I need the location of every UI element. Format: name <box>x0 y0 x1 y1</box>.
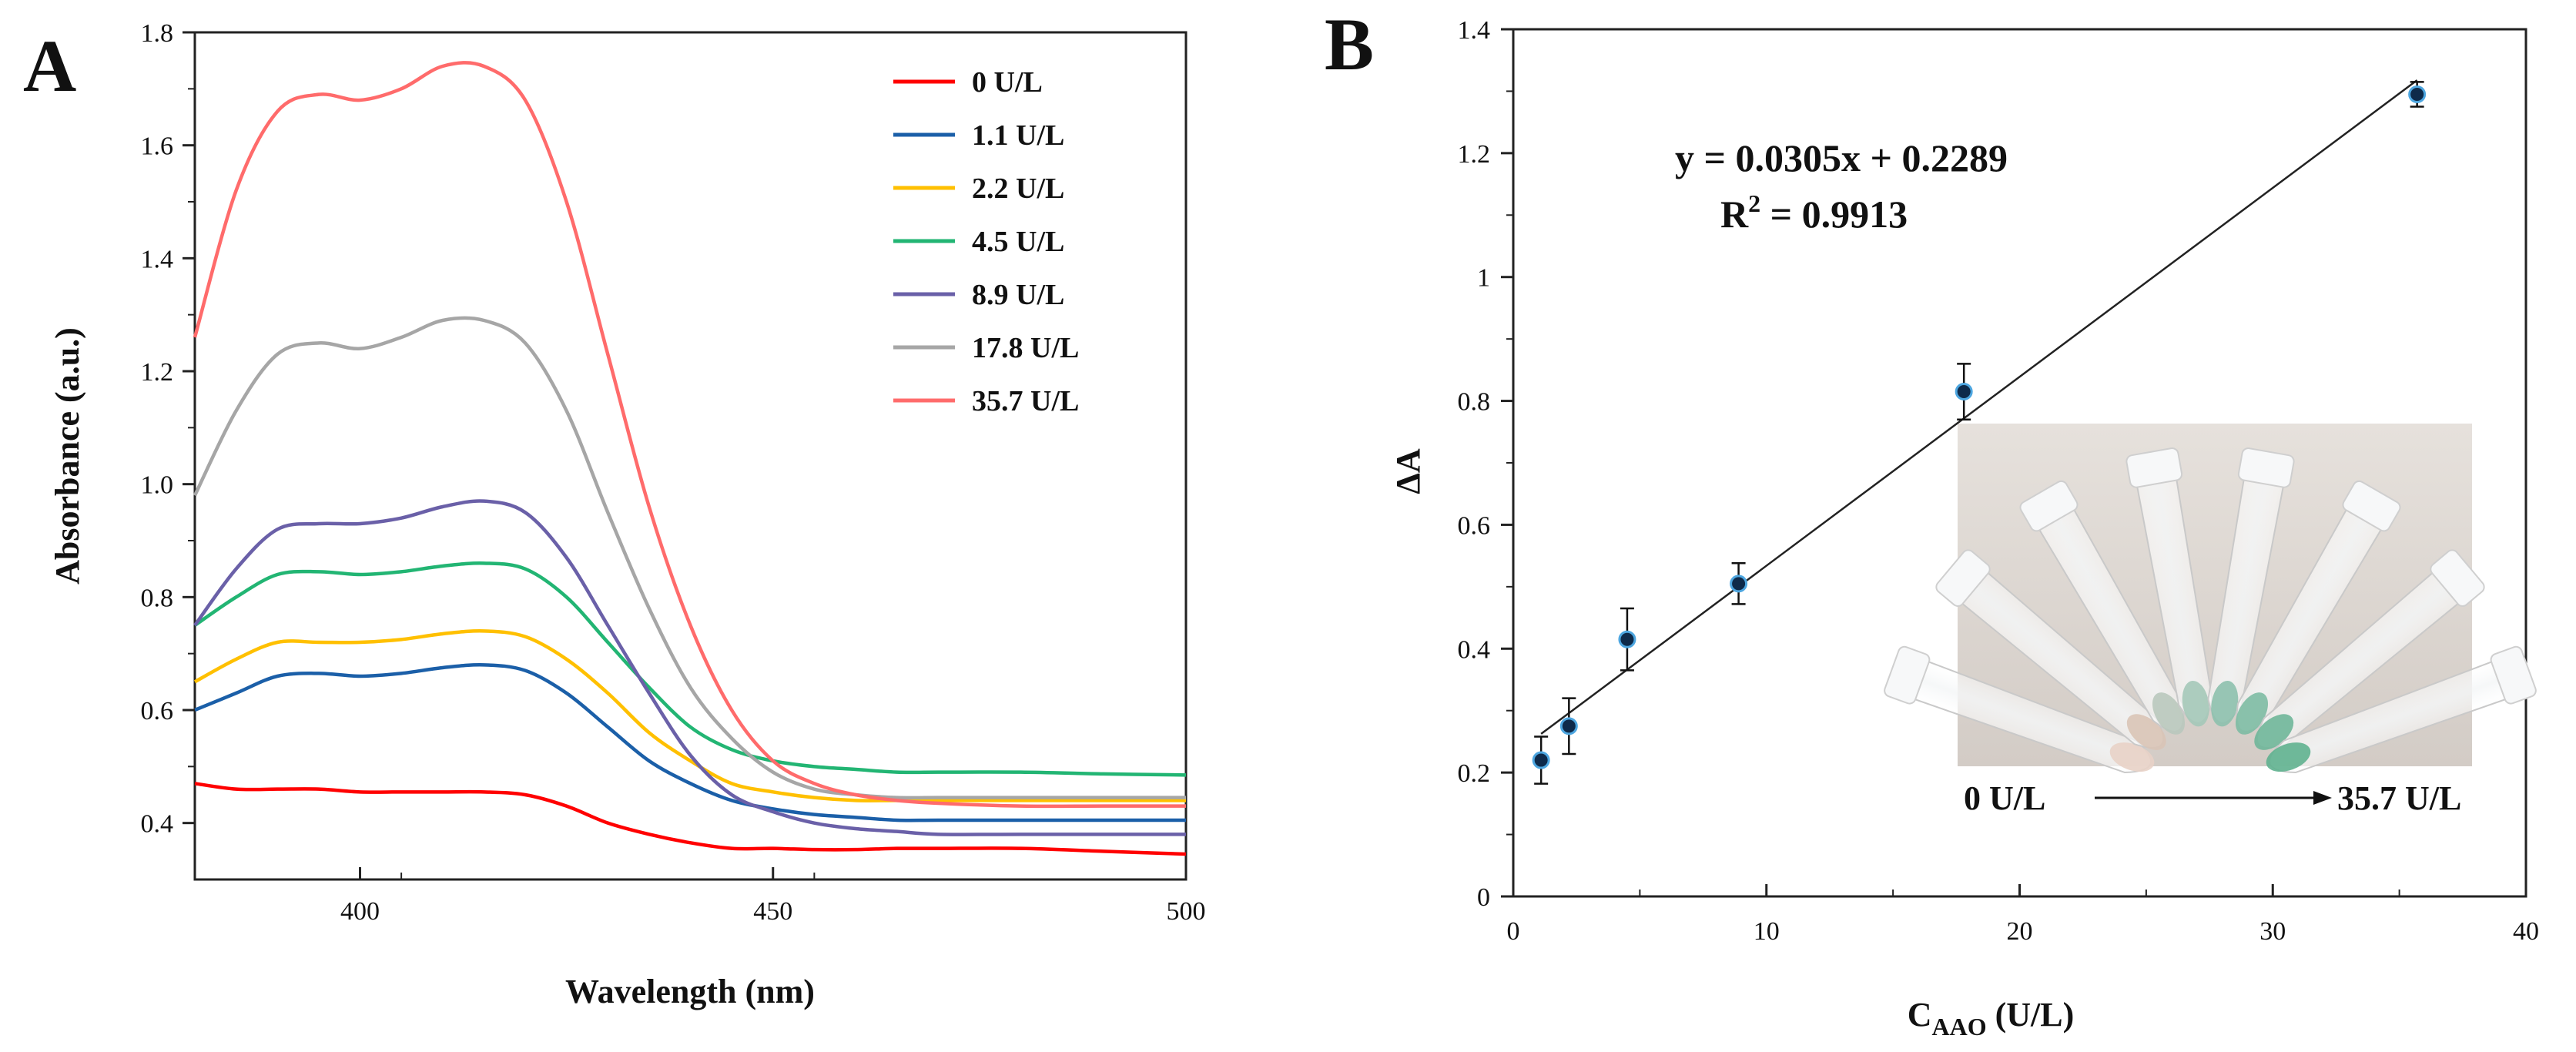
data-point <box>1730 575 1748 593</box>
microtube <box>2125 447 2213 727</box>
data-point <box>1618 630 1636 648</box>
x-axis-title-a: Wavelength (nm) <box>565 973 815 1010</box>
tube-solution <box>2109 742 2155 772</box>
y-tick-label-a: 1.8 <box>141 19 174 48</box>
y-tick-label-b: 0.4 <box>1458 635 1491 664</box>
y-tick-label-a: 1.6 <box>141 132 174 161</box>
panel-label-a: A <box>23 25 76 107</box>
y-tick-label-a: 1.4 <box>141 245 174 273</box>
y-tick-label-b: 1.2 <box>1458 140 1491 169</box>
y-tick-label-b: 0 <box>1477 883 1490 912</box>
tube-solution <box>2182 680 2209 727</box>
legend-label-5: 17.8 U/L <box>972 332 1079 364</box>
inset-end-label: 35.7 U/L <box>2337 779 2461 817</box>
r2-superscript: 2 <box>1748 189 1760 217</box>
microtube <box>2019 480 2186 735</box>
x-tick-label-b: 30 <box>2259 917 2286 946</box>
inset-start-label: 0 U/L <box>1964 779 2045 817</box>
y-tick-label-b: 0.8 <box>1458 388 1491 417</box>
tube-cap <box>2019 480 2079 532</box>
x-tick-label-b: 10 <box>1754 917 1780 946</box>
tube-cap <box>2342 480 2401 532</box>
series-line-2 <box>193 628 1186 802</box>
y-tick-label-a: 1.0 <box>141 471 174 500</box>
inset-photo <box>1884 424 2537 774</box>
data-point <box>1532 751 1550 769</box>
tube-cap <box>1884 645 1931 705</box>
tube-solution <box>2254 714 2294 750</box>
series-line-0 <box>194 782 1187 856</box>
panel-b-chart: 0 10 20 30 40 0 0.2 0.4 0.6 0.8 1 1.2 1.4 y = 0.0305… <box>1389 16 2539 1040</box>
tube-cap <box>2125 447 2183 488</box>
series-line-1 <box>194 662 1186 823</box>
r2-value: = 0.9913 <box>1760 193 1908 236</box>
y-tick-label-b: 0.2 <box>1458 759 1491 788</box>
x-title-subscript: AAO <box>1932 1013 1987 1040</box>
fit-equation: y = 0.0305x + 0.2289 <box>1675 136 2008 179</box>
y-tick-label-a: 0.8 <box>141 584 174 612</box>
tube-cap <box>2490 645 2537 705</box>
tube-cap <box>1935 549 1991 607</box>
fit-line <box>1540 79 2418 735</box>
tube-cap <box>2237 447 2295 488</box>
y-axis-title-a: Absorbance (a.u.) <box>49 327 86 585</box>
y-tick-label-a: 0.4 <box>141 810 174 839</box>
legend-label-0: 0 U/L <box>972 66 1043 99</box>
microtube <box>2266 645 2537 774</box>
series-line-6 <box>193 61 1186 809</box>
series-line-3 <box>193 561 1187 777</box>
x-tick-label-b: 40 <box>2513 917 2539 946</box>
microtube <box>2207 447 2295 727</box>
legend-label-2: 2.2 U/L <box>972 173 1064 205</box>
microtube <box>2235 480 2401 735</box>
y-tick-label-a: 0.6 <box>141 697 174 725</box>
series-line-5 <box>193 316 1186 800</box>
panel-label-b: B <box>1325 3 1374 85</box>
series-line-4 <box>193 499 1186 836</box>
legend-label-6: 35.7 U/L <box>972 385 1079 417</box>
x-title-main: C <box>1908 996 1932 1034</box>
r2-prefix: R <box>1720 193 1749 236</box>
microtube <box>1884 645 2155 774</box>
tube-solution <box>2126 714 2166 750</box>
x-axis-title-b: CAAO (U/L) <box>1908 996 2075 1040</box>
legend-label-4: 8.9 U/L <box>972 279 1064 311</box>
data-point <box>1955 383 1973 401</box>
x-tick-label-a: 450 <box>753 897 792 926</box>
data-point <box>2408 85 2427 103</box>
tube-solution <box>2211 680 2239 727</box>
tube-solution <box>2152 692 2186 735</box>
tube-solution <box>2235 692 2269 735</box>
inset-arrow-head <box>2313 791 2332 805</box>
y-tick-label-b: 0.6 <box>1458 511 1491 540</box>
x-tick-label-b: 0 <box>1507 917 1520 946</box>
panel-a-chart: 400 450 500 0.4 0.6 0.8 1.0 1.2 1.4 1.6 1.8 0 U/L 1… <box>49 19 1206 1010</box>
y-tick-label-b: 1 <box>1477 264 1490 293</box>
r-squared: R2 = 0.9913 <box>1720 189 1908 236</box>
y-axis-title-b: ΔA <box>1389 448 1427 494</box>
legend-label-3: 4.5 U/L <box>972 226 1064 258</box>
tube-solution <box>2266 742 2311 772</box>
y-tick-label-b: 1.4 <box>1458 16 1491 45</box>
x-tick-label-a: 400 <box>340 897 380 926</box>
y-tick-label-a: 1.2 <box>141 358 174 387</box>
x-title-rest: (U/L) <box>1987 996 2075 1034</box>
x-tick-label-a: 500 <box>1167 897 1206 926</box>
x-tick-label-b: 20 <box>2007 917 2033 946</box>
tube-cap <box>2430 549 2485 607</box>
microtube <box>2254 549 2485 750</box>
data-point <box>1559 717 1578 735</box>
legend-label-1: 1.1 U/L <box>972 119 1064 152</box>
plot-frame-a <box>193 31 1188 881</box>
